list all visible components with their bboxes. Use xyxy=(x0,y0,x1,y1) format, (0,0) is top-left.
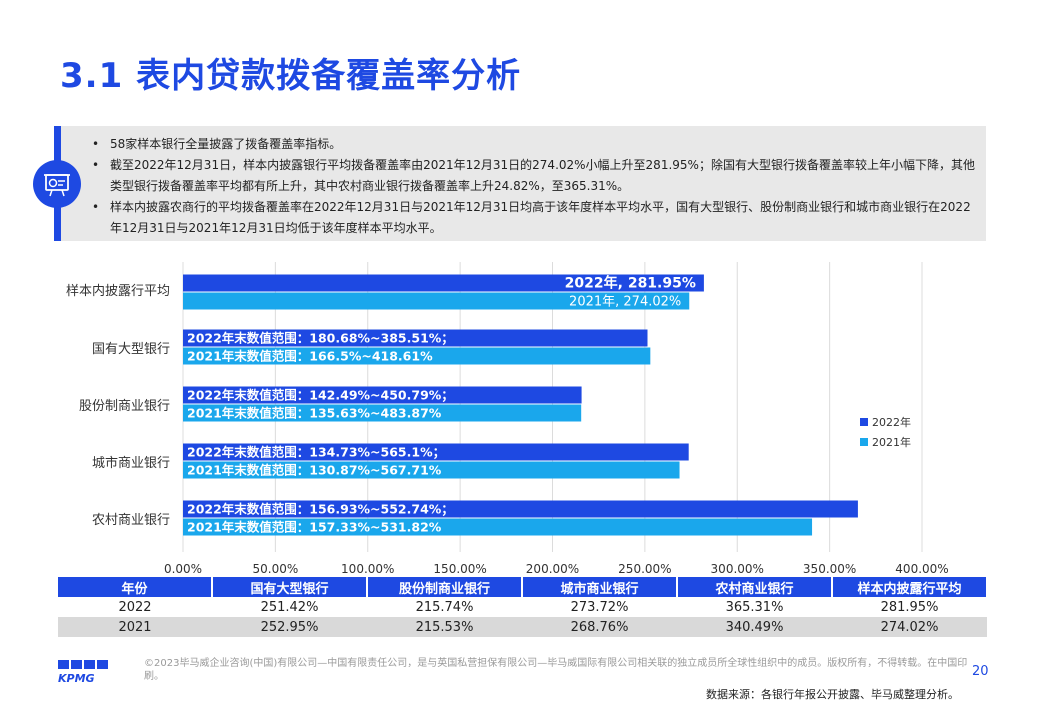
table-header-row: 年份 国有大型银行 股份制商业银行 城市商业银行 农村商业银行 样本内披露行平均 xyxy=(58,577,988,597)
legend-swatch-2021 xyxy=(860,438,868,446)
table-cell: 215.74% xyxy=(367,597,522,617)
table-row: 2021 252.95% 215.53% 268.76% 340.49% 274… xyxy=(58,617,987,637)
data-label: 2022年末数值范围：180.68%~385.51%； xyxy=(187,331,454,346)
table-cell: 365.31% xyxy=(677,597,832,617)
table-header: 年份 xyxy=(58,577,213,597)
summary-bullets: 58家样本银行全量披露了拨备覆盖率指标。 截至2022年12月31日，样本内披露… xyxy=(90,134,980,239)
data-label: 2021年末数值范围：157.33%~531.82% xyxy=(187,520,442,535)
table-cell: 273.72% xyxy=(522,597,677,617)
page-title: 3.1 表内贷款拨备覆盖率分析 xyxy=(60,56,522,96)
table-cell: 274.02% xyxy=(832,617,987,637)
legend-item-2022: 2022年 xyxy=(860,414,911,430)
legend-item-2021: 2021年 xyxy=(860,434,911,450)
x-tick-label: 350.00% xyxy=(803,562,856,576)
data-label: 2021年末数值范围：166.5%~418.61% xyxy=(187,349,433,364)
x-tick-label: 400.00% xyxy=(895,562,948,576)
kpmg-logo: KPMG xyxy=(58,660,110,688)
bar-2022 xyxy=(183,386,582,404)
table-cell: 2022 xyxy=(58,597,212,617)
data-label: 2021年末数值范围：135.63%~483.87% xyxy=(187,406,442,421)
table-cell: 252.95% xyxy=(212,617,367,637)
x-tick-label: 250.00% xyxy=(618,562,671,576)
bar-2021 xyxy=(183,518,813,536)
legend-label-2022: 2022年 xyxy=(872,416,911,429)
data-source-note: 数据来源：各银行年报公开披露、毕马威整理分析。 xyxy=(706,688,959,701)
legend-label-2021: 2021年 xyxy=(872,436,911,449)
data-label: 2021年, 274.02% xyxy=(569,295,681,310)
bar-2022 xyxy=(183,443,689,461)
bar-2022 xyxy=(183,274,704,292)
bar-2021 xyxy=(183,461,680,479)
data-table: 年份 国有大型银行 股份制商业银行 城市商业银行 农村商业银行 样本内披露行平均… xyxy=(58,577,988,637)
summary-bullet: 58家样本银行全量披露了拨备覆盖率指标。 xyxy=(90,134,980,155)
data-label: 2021年末数值范围：130.87%~567.71% xyxy=(187,463,442,478)
bar-2022 xyxy=(183,329,648,347)
table-cell: 281.95% xyxy=(832,597,987,617)
summary-bullet: 样本内披露农商行的平均拨备覆盖率在2022年12月31日与2021年12月31日… xyxy=(90,197,980,239)
x-tick-label: 50.00% xyxy=(252,562,298,576)
table-cell: 340.49% xyxy=(677,617,832,637)
x-tick-label: 150.00% xyxy=(433,562,486,576)
summary-box: 58家样本银行全量披露了拨备覆盖率指标。 截至2022年12月31日，样本内披露… xyxy=(33,126,986,241)
x-tick-label: 0.00% xyxy=(164,562,202,576)
x-tick-label: 300.00% xyxy=(711,562,764,576)
table-row: 2022 251.42% 215.74% 273.72% 365.31% 281… xyxy=(58,597,987,617)
table-header: 国有大型银行 xyxy=(212,577,368,597)
kpmg-logo-text: KPMG xyxy=(58,672,95,685)
x-tick-label: 200.00% xyxy=(526,562,579,576)
table-cell: 268.76% xyxy=(522,617,677,637)
x-tick-label: 100.00% xyxy=(341,562,394,576)
category-label-rural-commercial: 农村商业银行 xyxy=(91,513,170,528)
bar-2021 xyxy=(183,347,651,365)
table-header: 城市商业银行 xyxy=(522,577,678,597)
summary-bullet: 截至2022年12月31日，样本内披露银行平均拨备覆盖率由2021年12月31日… xyxy=(90,155,980,197)
copyright-notice: ©2023毕马威企业咨询(中国)有限公司—中国有限责任公司，是与英国私营担保有限… xyxy=(144,658,968,682)
data-label: 2022年, 281.95% xyxy=(565,275,696,292)
table-cell: 251.42% xyxy=(212,597,367,617)
presentation-board-icon xyxy=(33,160,81,208)
table-cell: 2021 xyxy=(58,617,212,637)
category-label-state-owned: 国有大型银行 xyxy=(91,342,170,357)
table-header: 股份制商业银行 xyxy=(367,577,523,597)
bar-2022 xyxy=(183,500,858,518)
kpmg-logo-blocks xyxy=(58,660,110,669)
table-cell: 215.53% xyxy=(367,617,522,637)
bar-chart: 2022年, 281.95% 2021年, 274.02% 2022年末数值范围：1… xyxy=(164,262,949,576)
legend-swatch-2022 xyxy=(860,418,868,426)
bar-2021 xyxy=(183,404,582,422)
table-header: 农村商业银行 xyxy=(677,577,833,597)
page-number: 20 xyxy=(972,664,989,679)
category-label-average: 样本内披露行平均 xyxy=(65,284,170,299)
table-header: 样本内披露行平均 xyxy=(832,577,988,597)
data-label: 2022年末数值范围：142.49%~450.79%； xyxy=(187,388,454,403)
bar-2021 xyxy=(183,292,690,310)
category-label-joint-stock: 股份制商业银行 xyxy=(78,399,170,414)
data-label: 2022年末数值范围：156.93%~552.74%； xyxy=(187,502,454,517)
category-label-city-commercial: 城市商业银行 xyxy=(91,456,170,471)
data-label: 2022年末数值范围：134.73%~565.1%； xyxy=(187,445,445,460)
